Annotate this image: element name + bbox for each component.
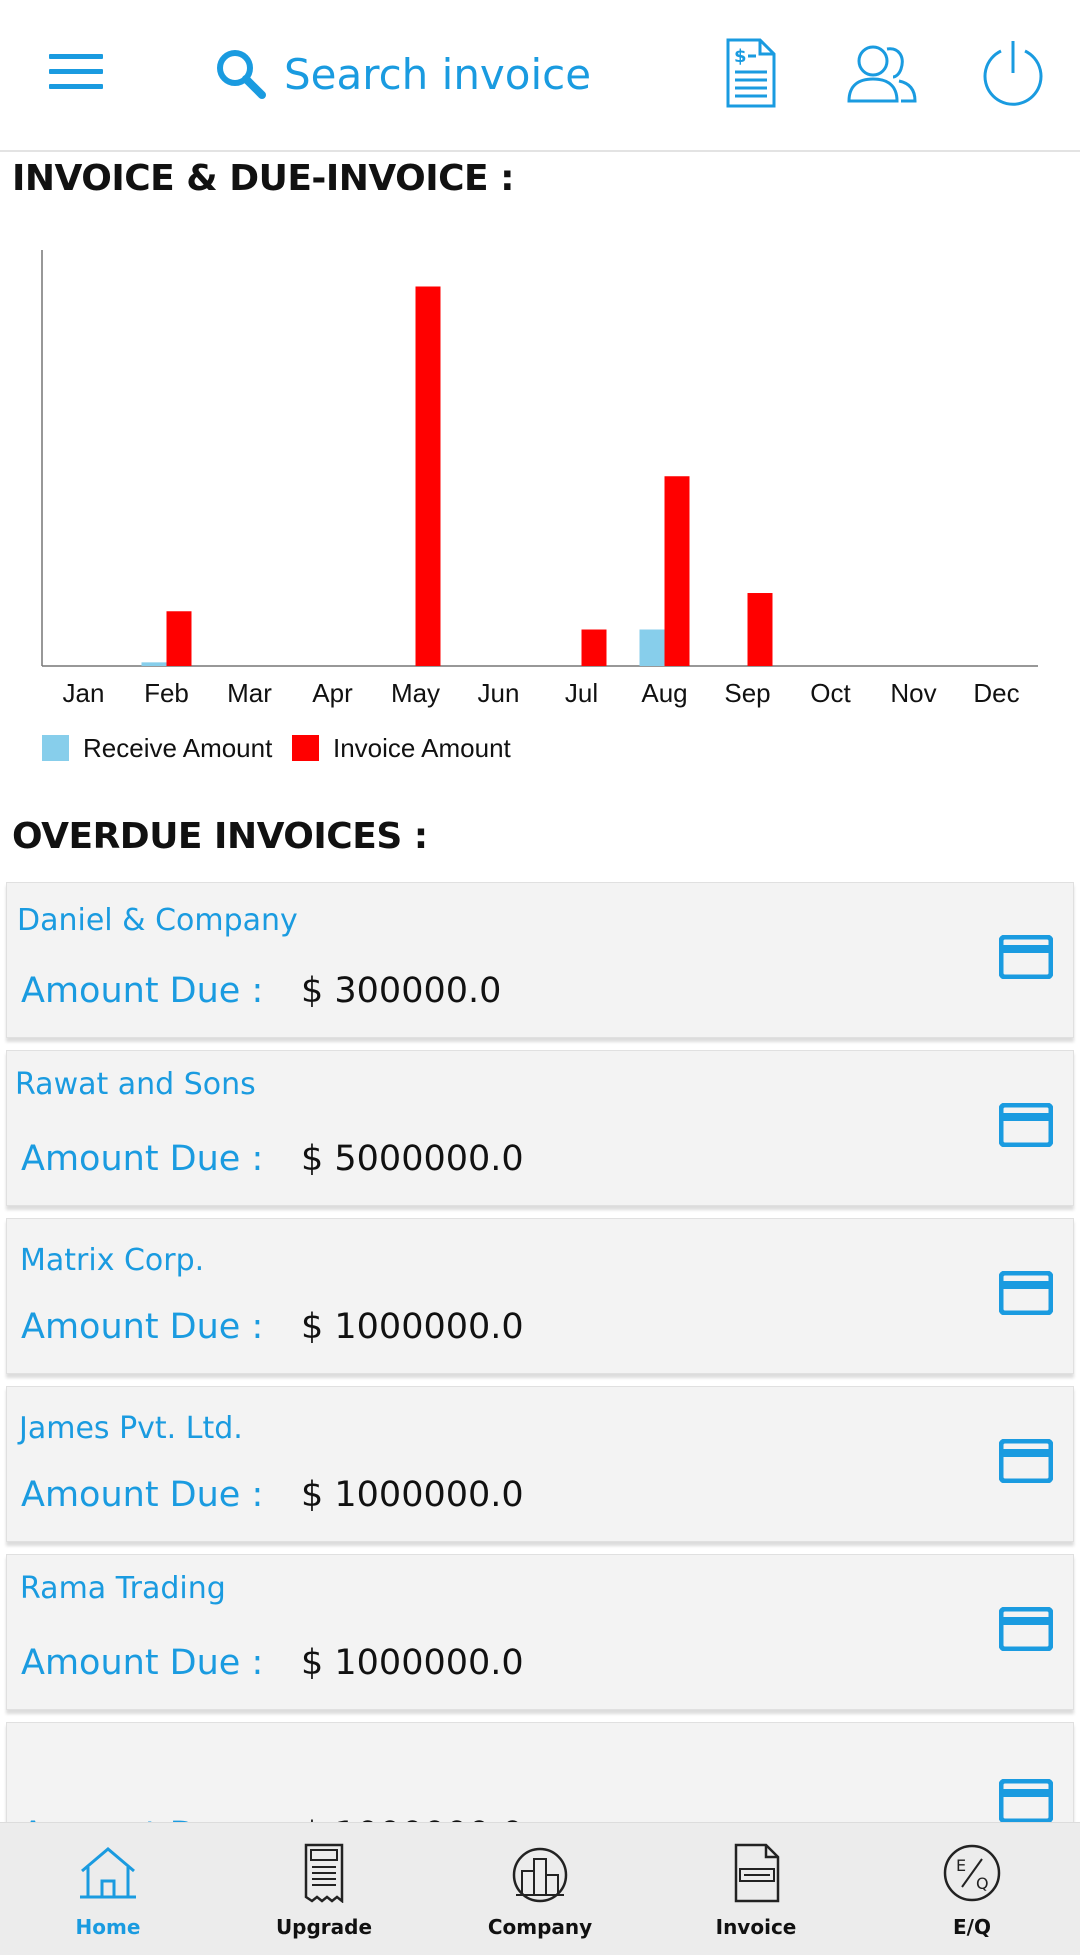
overdue-invoice-card[interactable]: James Pvt. Ltd. Amount Due : $ 1000000.0 (6, 1386, 1074, 1542)
nav-label: E/Q (953, 1915, 991, 1939)
amount-due-label: Amount Due : (21, 1139, 264, 1179)
x-tick-label-sep: Sep (724, 678, 770, 708)
invoice-document-icon: $ (726, 38, 776, 108)
amount-due-value: $ 1000000.0 (301, 1475, 524, 1515)
credit-card-icon[interactable] (999, 1271, 1053, 1315)
users-icon (847, 45, 917, 103)
bottom-navigation: Home Upgrade Company Invoice (0, 1822, 1080, 1955)
nav-label: Upgrade (275, 1915, 373, 1939)
svg-text:$: $ (734, 46, 747, 67)
amount-due-value: $ 1000000.0 (301, 1307, 524, 1347)
company-name: Rama Trading (20, 1571, 226, 1606)
amount-due-label: Amount Due : (21, 1475, 264, 1515)
company-name: James Pvt. Ltd. (19, 1411, 243, 1446)
credit-card-icon[interactable] (999, 1439, 1053, 1483)
nav-eq[interactable]: E Q E/Q (864, 1823, 1080, 1955)
menu-button[interactable] (46, 48, 106, 96)
nav-company[interactable]: Company (432, 1823, 648, 1955)
search-bar[interactable]: Search invoice (214, 40, 591, 108)
bar-invoice-sep (747, 593, 773, 666)
legend-swatch-receive (42, 735, 69, 761)
nav-label: Home (75, 1915, 141, 1939)
svg-text:Q: Q (976, 1874, 989, 1893)
credit-card-icon[interactable] (999, 1779, 1053, 1823)
overdue-invoice-card[interactable]: Daniel & Company Amount Due : $ 300000.0 (6, 882, 1074, 1038)
nav-label: Company (487, 1915, 593, 1939)
nav-label: Invoice (715, 1915, 797, 1939)
top-app-bar: Search invoice $ (0, 0, 1080, 152)
bar-receive-feb (141, 662, 167, 666)
x-tick-label-apr: Apr (312, 678, 353, 708)
x-tick-label-feb: Feb (144, 678, 189, 708)
invoice-document-button[interactable]: $ (720, 36, 780, 110)
overdue-invoice-card[interactable]: Rama Trading Amount Due : $ 1000000.0 (6, 1554, 1074, 1710)
x-tick-label-may: May (391, 678, 440, 708)
amount-due-label: Amount Due : (21, 1643, 264, 1683)
eq-circle-icon: E Q (943, 1844, 1001, 1902)
amount-due-value: $ 300000.0 (301, 971, 502, 1011)
paid-receipt-icon (304, 1843, 344, 1903)
x-tick-label-aug: Aug (641, 678, 687, 708)
power-button[interactable] (980, 38, 1046, 108)
company-name: Daniel & Company (17, 903, 298, 938)
legend-swatch-invoice (292, 735, 319, 761)
invoice-file-icon (734, 1843, 780, 1903)
bar-invoice-aug (664, 476, 690, 666)
users-button[interactable] (846, 40, 918, 106)
bar-receive-aug (639, 629, 665, 666)
x-tick-label-jan: Jan (63, 678, 105, 708)
power-icon (983, 41, 1043, 106)
search-input[interactable]: Search invoice (284, 49, 592, 99)
company-buildings-icon (512, 1847, 568, 1903)
svg-text:E: E (956, 1856, 966, 1875)
nav-upgrade[interactable]: Upgrade (216, 1823, 432, 1955)
x-tick-label-nov: Nov (890, 678, 936, 708)
bar-invoice-jul (581, 629, 607, 666)
menu-icon (49, 54, 103, 89)
nav-invoice[interactable]: Invoice (648, 1823, 864, 1955)
bar-invoice-feb (166, 611, 192, 666)
amount-due-label: Amount Due : (21, 1307, 264, 1347)
credit-card-icon[interactable] (999, 935, 1053, 979)
x-tick-label-jun: Jun (478, 678, 520, 708)
credit-card-icon[interactable] (999, 1607, 1053, 1651)
bar-invoice-may (415, 286, 441, 666)
invoice-chart-title: INVOICE & DUE-INVOICE : (12, 158, 515, 199)
company-name: Matrix Corp. (20, 1243, 205, 1278)
amount-due-value: $ 5000000.0 (301, 1139, 524, 1179)
company-name: Rawat and Sons (15, 1067, 256, 1102)
nav-home[interactable]: Home (0, 1823, 216, 1955)
credit-card-icon[interactable] (999, 1103, 1053, 1147)
x-tick-label-jul: Jul (565, 678, 598, 708)
home-icon (80, 1847, 136, 1899)
search-icon (217, 50, 266, 99)
overdue-invoice-card[interactable]: Rawat and Sons Amount Due : $ 5000000.0 (6, 1050, 1074, 1206)
legend-label-receive: Receive Amount (83, 733, 273, 763)
amount-due-label: Amount Due : (21, 971, 264, 1011)
amount-due-value: $ 1000000.0 (301, 1643, 524, 1683)
x-tick-label-mar: Mar (227, 678, 272, 708)
x-tick-label-oct: Oct (810, 678, 851, 708)
overdue-invoice-card[interactable]: Matrix Corp. Amount Due : $ 1000000.0 (6, 1218, 1074, 1374)
legend-label-invoice: Invoice Amount (333, 733, 512, 763)
invoice-bar-chart: Jan Feb Mar Apr May Jun Jul Aug Sep Oct Nov Dec Rece… (41, 250, 1038, 763)
x-tick-label-dec: Dec (973, 678, 1019, 708)
overdue-invoices-title: OVERDUE INVOICES : (12, 816, 428, 857)
